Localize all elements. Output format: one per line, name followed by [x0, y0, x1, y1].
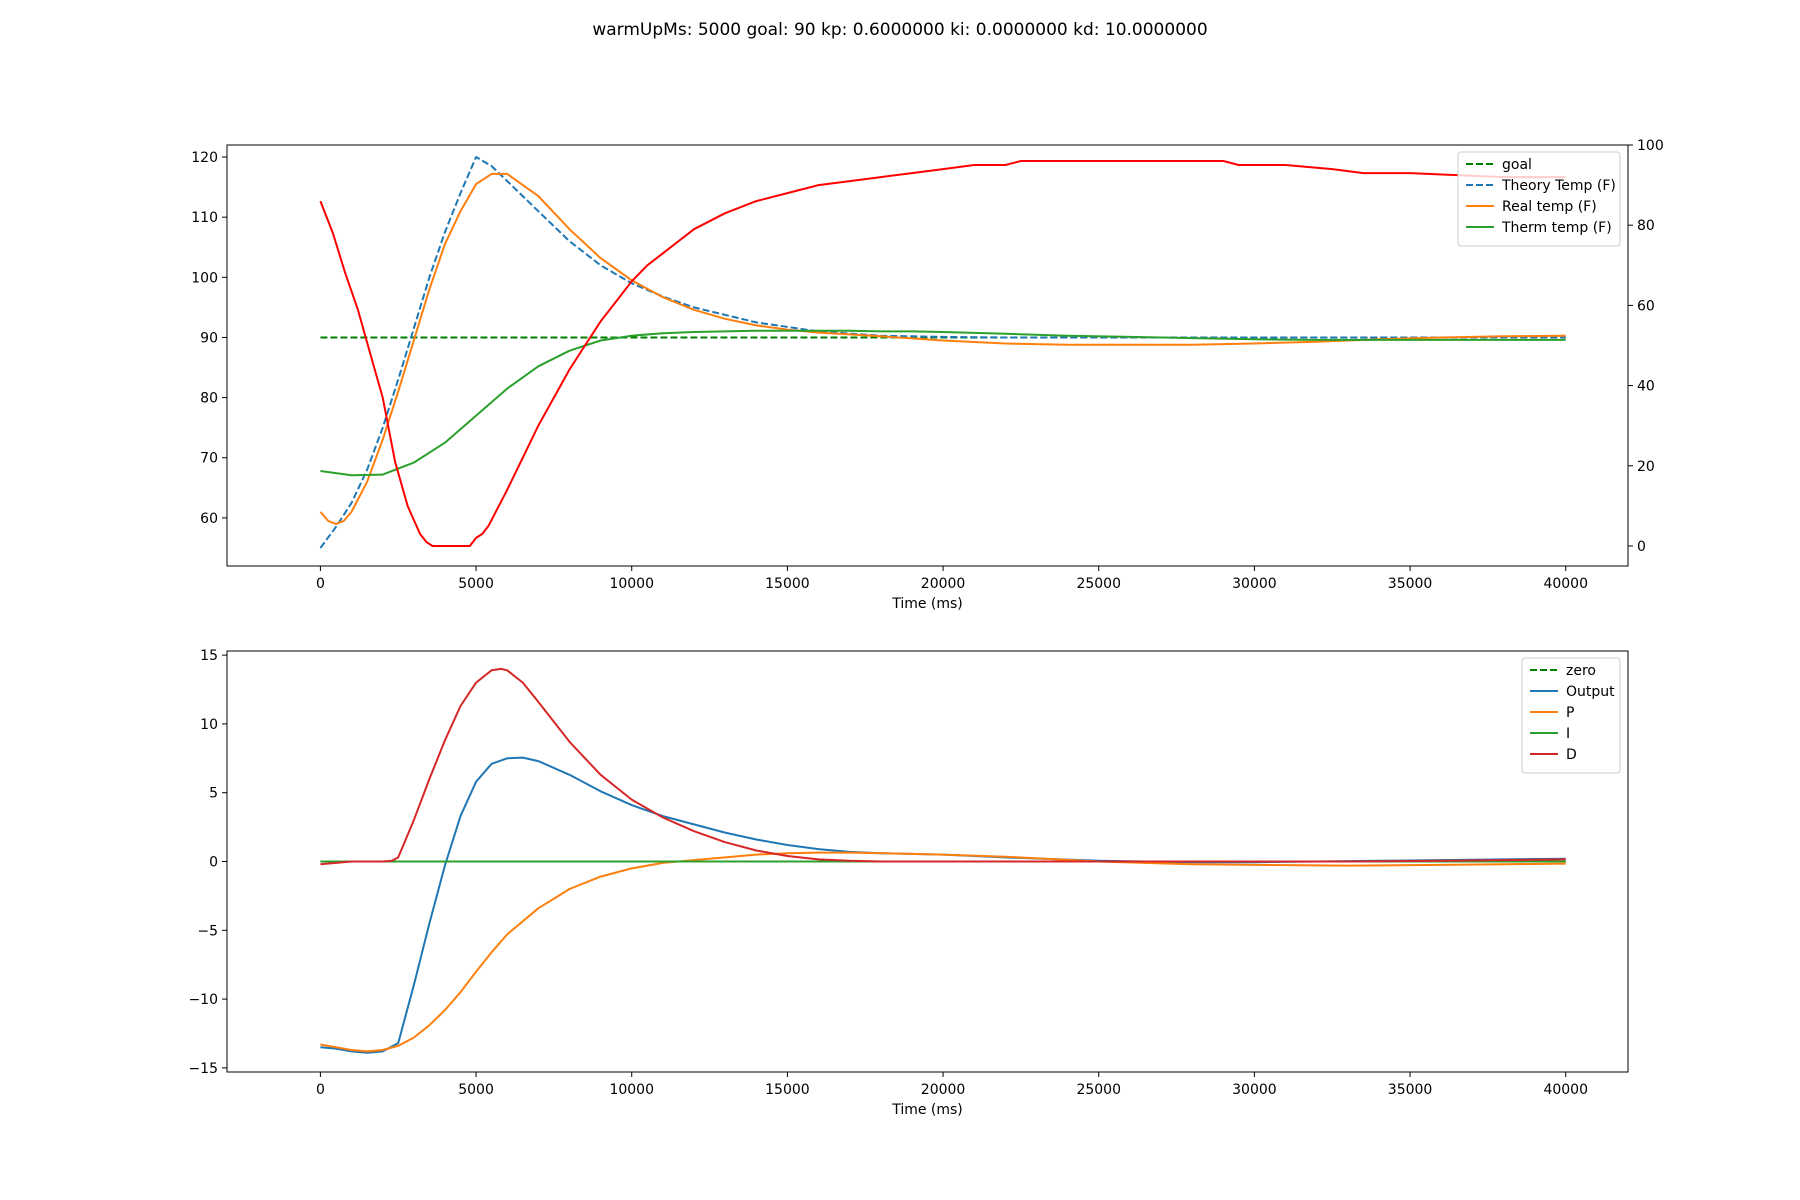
- x-tick-label: 15000: [765, 1082, 810, 1098]
- chart-panel-2: zero Output PID: [222, 650, 1629, 1077]
- y2-tick-label: 100: [1637, 138, 1664, 154]
- x-tick-label: 10000: [609, 1082, 654, 1098]
- y-tick-label: 80: [200, 391, 218, 407]
- x-axis-label: Time (ms): [891, 596, 963, 612]
- y-tick-label: −5: [197, 923, 218, 939]
- legend-box: [1521, 657, 1621, 774]
- y-tick-label: −15: [188, 1061, 218, 1077]
- y-tick-label: 70: [200, 451, 218, 467]
- y-tick-label: 120: [191, 150, 218, 166]
- legend-label: Therm temp (F): [1501, 220, 1612, 236]
- y-tick-label: 60: [200, 511, 218, 527]
- series-line-d: [320, 667, 1566, 866]
- x-tick-label: 30000: [1232, 576, 1277, 592]
- legend: goal Theory Temp (F) Real temp (F) Therm te…: [1457, 151, 1621, 247]
- figure-title: warmUpMs: 5000 goal: 90 kp: 0.6000000 ki…: [592, 20, 1208, 40]
- series-line-therm-temp-f: [320, 329, 1566, 477]
- legend-label: Real temp (F): [1502, 199, 1597, 215]
- x-tick-label: 25000: [1076, 1082, 1121, 1098]
- plot-frame: [226, 144, 1629, 567]
- x-tick-label: 0: [316, 576, 325, 592]
- legend-label: I: [1566, 726, 1570, 742]
- series-line-p: [320, 851, 1566, 1053]
- y-tick-label: 0: [209, 855, 218, 871]
- x-tick-label: 15000: [765, 576, 810, 592]
- legend-label: goal: [1502, 157, 1532, 173]
- y2-tick-label: 0: [1637, 539, 1646, 555]
- x-tick-label: 40000: [1543, 576, 1588, 592]
- y-tick-label: −10: [188, 992, 218, 1008]
- y-tick-label: 90: [200, 330, 218, 346]
- y2-tick-label: 60: [1637, 298, 1655, 314]
- y2-tick-label: 40: [1637, 379, 1655, 395]
- x-tick-label: 35000: [1388, 576, 1433, 592]
- y-tick-label: 15: [200, 648, 218, 664]
- chart-panel-1: goal Theory Temp (F) Real temp (F) Therm te…: [222, 144, 1633, 571]
- x-tick-label: 40000: [1543, 1082, 1588, 1098]
- legend-label: Theory Temp (F): [1501, 178, 1616, 194]
- x-tick-label: 5000: [458, 1082, 494, 1098]
- x-tick-label: 20000: [921, 576, 966, 592]
- legend-label: D: [1566, 747, 1577, 763]
- legend-label: P: [1566, 705, 1574, 721]
- x-tick-label: 5000: [458, 576, 494, 592]
- x-tick-label: 35000: [1388, 1082, 1433, 1098]
- x-tick-label: 20000: [921, 1082, 966, 1098]
- legend-box: [1457, 151, 1621, 247]
- x-axis-label: Time (ms): [891, 1102, 963, 1118]
- y-tick-label: 100: [191, 270, 218, 286]
- y-tick-label: 5: [209, 786, 218, 802]
- x-tick-label: 0: [316, 1082, 325, 1098]
- y2-tick-label: 80: [1637, 218, 1655, 234]
- x-tick-label: 30000: [1232, 1082, 1277, 1098]
- series-line-real-temp-f: [319, 172, 1566, 525]
- legend: zero Output PID: [1521, 657, 1621, 774]
- series-line-right-axis: [319, 160, 1566, 547]
- y-tick-label: 10: [200, 717, 218, 733]
- legend-label: Output: [1566, 684, 1615, 700]
- series-line-output: [320, 756, 1566, 1054]
- y-tick-label: 110: [191, 210, 218, 226]
- legend-label: zero: [1566, 663, 1596, 679]
- x-tick-label: 10000: [609, 576, 654, 592]
- y2-tick-label: 20: [1637, 459, 1655, 475]
- x-tick-label: 25000: [1076, 576, 1121, 592]
